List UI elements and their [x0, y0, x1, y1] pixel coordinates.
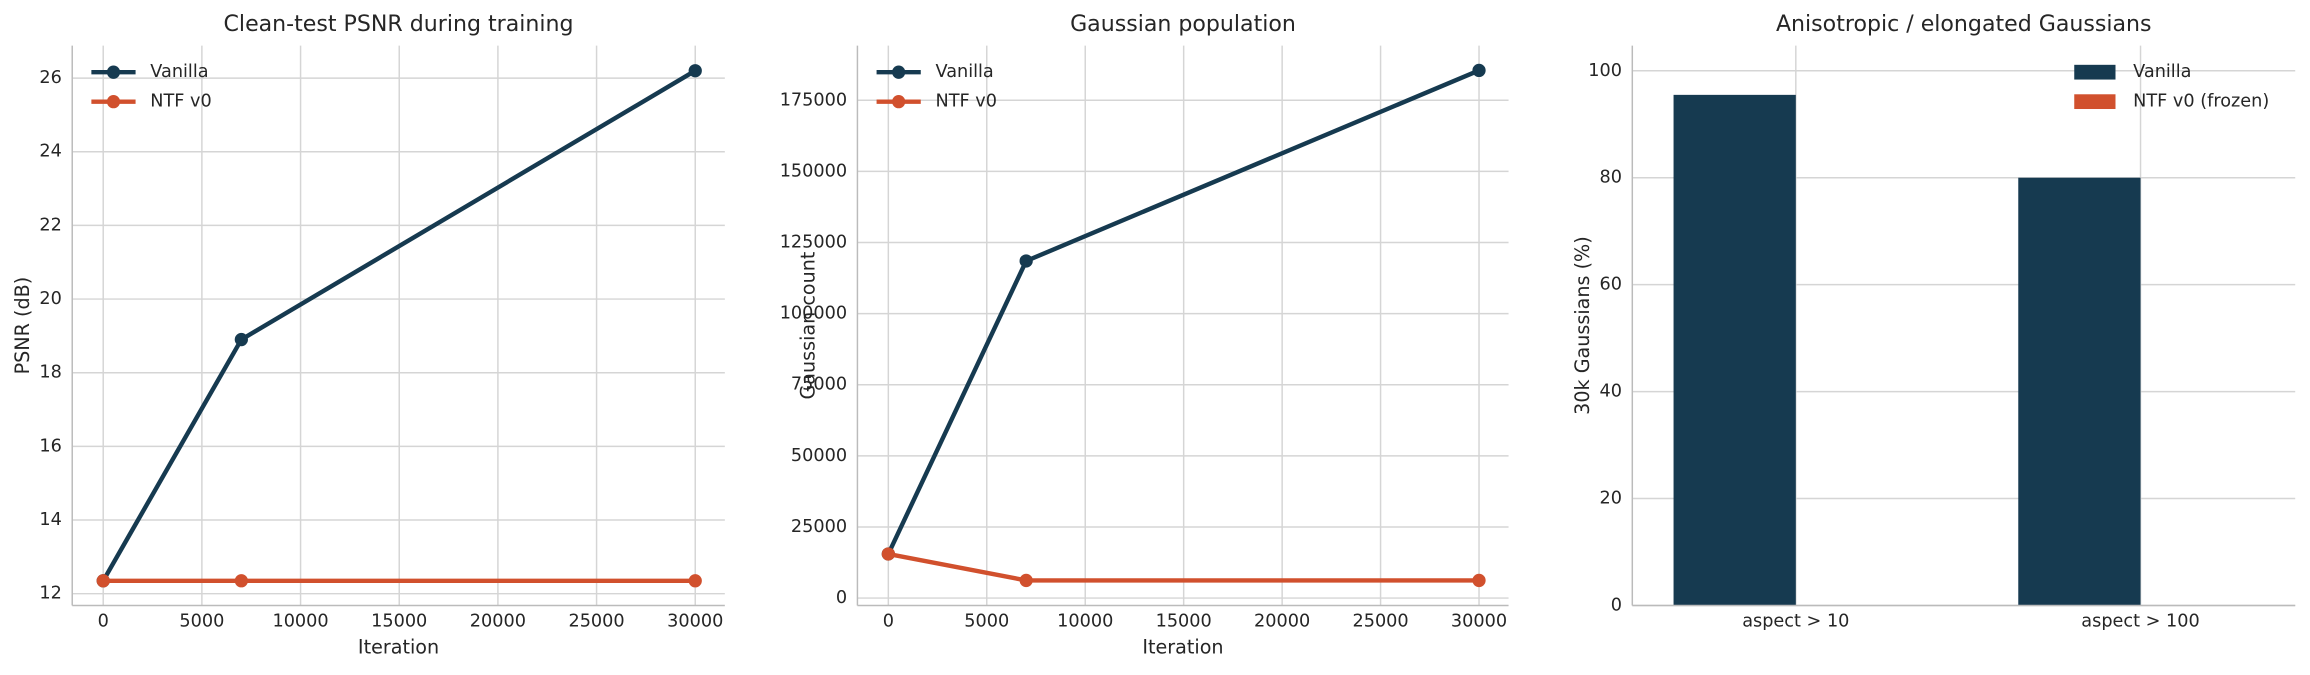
- point: [1019, 254, 1033, 268]
- y-tick-label: 14: [39, 510, 61, 530]
- x-tick-label: 10000: [1057, 612, 1113, 632]
- legend-label: NTF v0: [935, 92, 996, 112]
- y-tick-label: 40: [1600, 382, 1622, 402]
- y-tick-label: 22: [39, 215, 61, 235]
- x-axis-label: Iteration: [1142, 636, 1223, 659]
- legend-marker: [106, 95, 121, 109]
- point: [688, 574, 702, 588]
- y-tick-label: 175000: [780, 90, 847, 110]
- point: [1472, 63, 1486, 78]
- point: [881, 547, 895, 561]
- x-tick-label: 15000: [1156, 612, 1212, 632]
- legend-swatch: [2074, 64, 2116, 80]
- x-tick-label: 20000: [470, 612, 526, 632]
- x-tick-label: 5000: [964, 612, 1009, 632]
- y-axis-label: PSNR (dB): [11, 277, 34, 375]
- y-tick-label: 100: [1588, 61, 1622, 81]
- x-tick-label: 5000: [179, 612, 224, 632]
- y-tick-label: 50000: [791, 446, 847, 466]
- x-tick-label: 25000: [1352, 612, 1408, 632]
- x-tick-label: 30000: [1451, 612, 1507, 632]
- y-tick-label: 25000: [791, 517, 847, 537]
- chart-title: Anisotropic / elongated Gaussians: [1776, 11, 2152, 37]
- x-tick-label: 30000: [667, 612, 723, 632]
- x-axis-label: Iteration: [358, 636, 439, 659]
- y-tick-label: 100000: [780, 304, 847, 324]
- legend-label: Vanilla: [935, 62, 993, 82]
- bar: [1673, 94, 1796, 606]
- y-tick-label: 18: [39, 363, 61, 383]
- y-tick-label: 0: [1611, 595, 1622, 615]
- x-tick-label: 20000: [1254, 612, 1310, 632]
- x-tick-label: aspect > 100: [2081, 612, 2199, 632]
- legend-marker: [892, 95, 906, 109]
- legend-label: Vanilla: [2133, 62, 2191, 82]
- y-tick-label: 150000: [780, 161, 847, 181]
- legend-swatch: [2074, 94, 2116, 110]
- legend-marker: [892, 65, 906, 79]
- y-tick-label: 26: [39, 68, 61, 88]
- legend-label: NTF v0 (frozen): [2133, 92, 2269, 112]
- chart-title: Clean-test PSNR during training: [224, 11, 574, 37]
- legend-label: NTF v0: [150, 92, 211, 112]
- legend-marker: [106, 65, 121, 79]
- point: [96, 574, 110, 588]
- legend-label: Vanilla: [150, 62, 208, 82]
- y-tick-label: 0: [836, 588, 847, 608]
- x-tick-label: 0: [883, 612, 894, 632]
- y-tick-label: 24: [39, 142, 61, 162]
- y-tick-label: 16: [39, 436, 61, 456]
- x-tick-label: 25000: [568, 612, 624, 632]
- y-axis-label: Gaussian count: [796, 251, 819, 399]
- bar: [2018, 177, 2141, 606]
- x-tick-label: 15000: [371, 612, 427, 632]
- point: [234, 332, 248, 347]
- point: [1472, 573, 1486, 588]
- y-axis-label: 30k Gaussians (%): [1571, 236, 1594, 415]
- y-tick-label: 20: [1600, 489, 1622, 509]
- x-tick-label: aspect > 10: [1742, 612, 1849, 632]
- x-tick-label: 0: [98, 612, 109, 632]
- y-tick-label: 75000: [791, 375, 847, 395]
- point: [234, 574, 248, 588]
- y-tick-label: 125000: [780, 233, 847, 253]
- y-tick-label: 80: [1600, 168, 1622, 188]
- point: [1019, 573, 1033, 588]
- chart-title: Gaussian population: [1070, 11, 1296, 37]
- x-tick-label: 10000: [272, 612, 328, 632]
- point: [688, 64, 702, 78]
- y-tick-label: 20: [39, 289, 61, 309]
- y-tick-label: 12: [39, 584, 61, 604]
- y-tick-label: 60: [1600, 275, 1622, 295]
